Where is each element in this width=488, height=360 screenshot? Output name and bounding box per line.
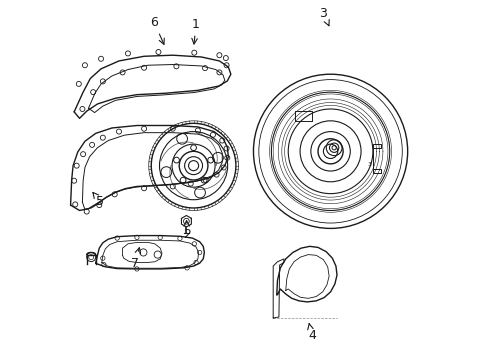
Text: 3: 3 — [319, 7, 328, 26]
Text: 1: 1 — [191, 18, 200, 44]
Text: 6: 6 — [150, 16, 164, 44]
Text: 5: 5 — [93, 193, 104, 208]
Text: 7: 7 — [131, 248, 141, 270]
Text: 2: 2 — [183, 221, 191, 241]
Text: 4: 4 — [307, 324, 315, 342]
Text: 3: 3 — [367, 162, 371, 167]
